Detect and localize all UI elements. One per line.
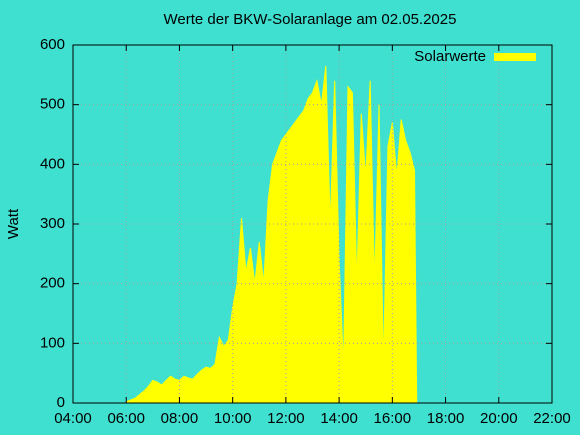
x-tick-label: 08:00 [161, 410, 199, 427]
y-tick-label: 300 [40, 215, 65, 232]
x-tick-label: 22:00 [533, 410, 571, 427]
x-tick-label: 16:00 [374, 410, 412, 427]
chart-title: Werte der BKW-Solaranlage am 02.05.2025 [164, 11, 457, 28]
y-tick-label: 100 [40, 334, 65, 351]
x-tick-label: 06:00 [107, 410, 145, 427]
plot-frame [72, 44, 553, 404]
y-axis-label: Watt [5, 208, 22, 239]
x-tick-label: 12:00 [267, 410, 305, 427]
x-tick-label: 14:00 [320, 410, 358, 427]
y-tick-label: 400 [40, 155, 65, 172]
y-tick-label: 0 [57, 394, 65, 411]
y-tick-label: 200 [40, 275, 65, 292]
y-tick-label: 500 [40, 96, 65, 113]
legend-swatch [494, 53, 536, 61]
area [125, 65, 418, 404]
y-tick-label: 600 [40, 36, 65, 53]
x-tick-label: 10:00 [214, 410, 252, 427]
x-tick-label: 04:00 [54, 410, 92, 427]
legend-label: Solarwerte [414, 48, 486, 65]
x-tick-label: 18:00 [427, 410, 465, 427]
x-tick-label: 20:00 [480, 410, 518, 427]
